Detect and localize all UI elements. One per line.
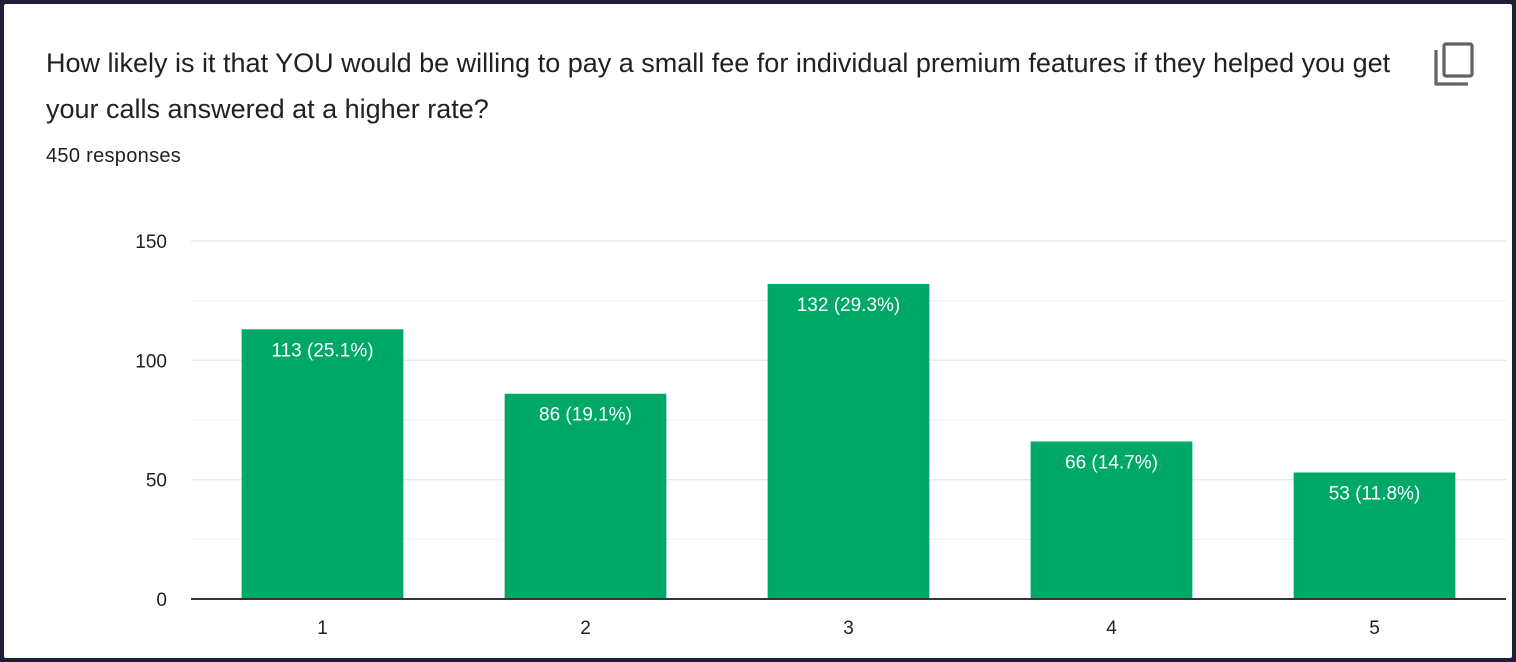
x-tick-label: 3 — [843, 618, 854, 639]
y-tick-label: 150 — [135, 232, 167, 253]
bar — [504, 393, 667, 599]
y-tick-label: 0 — [156, 590, 167, 611]
bar — [767, 283, 930, 599]
response-count: 450 responses — [46, 145, 182, 167]
bar — [241, 329, 404, 599]
result-card: 0 50 100 150 113 (25.1%) 1 86 (19.1%) 2 132 (29.… — [4, 4, 1512, 658]
bar-data-label: 66 (14.7%) — [1065, 452, 1158, 473]
y-tick-label: 100 — [135, 351, 167, 372]
copy-icon — [1434, 42, 1474, 86]
x-tick-label: 4 — [1106, 618, 1117, 639]
bar-data-label: 113 (25.1%) — [271, 340, 373, 361]
bar-data-label: 53 (11.8%) — [1329, 484, 1421, 505]
x-tick-label: 2 — [580, 618, 591, 639]
bar-data-label: 86 (19.1%) — [539, 405, 632, 426]
question-title: How likely is it that YOU would be willi… — [46, 48, 1391, 124]
bar-chart: 0 50 100 150 113 (25.1%) 1 86 (19.1%) 2 132 (29.… — [135, 232, 1506, 639]
bar — [1293, 472, 1456, 599]
x-tick-label: 5 — [1369, 618, 1380, 639]
y-tick-label: 50 — [146, 471, 167, 492]
copy-chart-button[interactable] — [1430, 40, 1478, 88]
bar-data-label: 132 (29.3%) — [797, 295, 901, 316]
bar — [1030, 441, 1193, 599]
x-tick-label: 1 — [317, 618, 328, 639]
